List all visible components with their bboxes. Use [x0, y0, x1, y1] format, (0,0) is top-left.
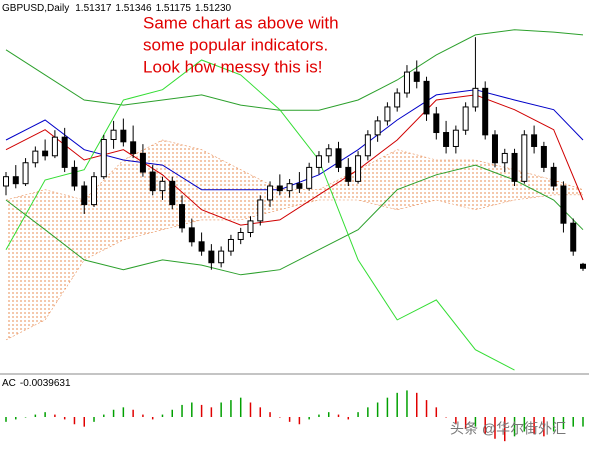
candle-body	[580, 263, 586, 269]
candle-body	[560, 185, 567, 224]
candle-body	[335, 148, 342, 168]
candle-body	[482, 87, 489, 136]
candle-body	[443, 132, 450, 147]
candle-body	[208, 250, 215, 264]
candle-body	[218, 250, 225, 264]
candle-body	[159, 180, 166, 192]
candle-body	[100, 139, 107, 178]
candle-body	[374, 120, 381, 136]
candle-body	[364, 134, 371, 157]
plot	[3, 29, 586, 442]
candle-body	[325, 148, 332, 157]
indicator-line	[5, 29, 584, 111]
candle-body	[472, 87, 479, 108]
candle-body	[394, 92, 401, 108]
candle-body	[306, 166, 313, 189]
annotation-line: some popular indicators.	[143, 35, 328, 54]
candle-body	[237, 232, 244, 240]
annotation-line: Same chart as above with	[143, 13, 339, 32]
candle-body	[384, 106, 391, 122]
candle-body	[51, 136, 58, 157]
candle-body	[32, 150, 39, 164]
open-label: 1.51317	[75, 3, 112, 14]
indicator-line	[5, 164, 584, 276]
candle-body	[570, 222, 577, 252]
candle-body	[227, 238, 234, 252]
close-label: 1.51230	[195, 3, 232, 14]
symbol: GBPUSD,Daily	[2, 3, 69, 14]
indicator-value: -0.0039631	[20, 378, 71, 389]
cloud-lower	[5, 194, 583, 341]
candle-body	[120, 129, 127, 143]
candle-body	[81, 185, 88, 206]
candle-body	[462, 106, 469, 131]
candle-body	[296, 183, 303, 189]
candle-body	[452, 129, 459, 147]
candle-body	[540, 145, 547, 168]
candle-body	[257, 199, 264, 222]
candle-body	[403, 71, 410, 94]
candle-body	[149, 171, 156, 192]
candle-body	[501, 152, 508, 164]
candle-body	[12, 176, 19, 185]
candle-body	[355, 155, 362, 182]
annotation-line: Look how messy this is!	[143, 57, 323, 76]
low-label: 1.51175	[156, 3, 192, 14]
candle-body	[71, 166, 78, 187]
candle-body	[188, 227, 195, 243]
candle-body	[91, 176, 98, 206]
candle-body	[315, 155, 322, 168]
candle-body	[511, 152, 518, 182]
candle-body	[286, 183, 293, 192]
candle-body	[169, 180, 176, 206]
high-label: 1.51346	[115, 3, 152, 14]
candle-body	[110, 129, 117, 140]
candle-body	[130, 141, 137, 154]
candle-body	[22, 162, 29, 185]
candle-body	[61, 136, 68, 168]
candle-body	[276, 185, 283, 192]
candle-body	[413, 71, 420, 82]
candle-body	[433, 113, 440, 134]
candle-body	[179, 204, 186, 229]
candle-body	[42, 150, 49, 157]
candle-body	[139, 152, 146, 173]
candle-body	[550, 166, 557, 187]
indicator-line	[5, 59, 515, 371]
candle-body	[198, 241, 205, 252]
candle-body	[531, 134, 538, 147]
candle-body	[345, 166, 352, 182]
candle-body	[3, 176, 9, 187]
candle-body	[491, 134, 498, 164]
candle-body	[267, 185, 274, 201]
candle-body	[247, 220, 254, 233]
candle-body	[521, 134, 528, 182]
chart-header: GBPUSD,Daily 1.51317 1.51346 1.51175 1.51230	[2, 3, 232, 14]
annotation: Same chart as above with some popular in…	[143, 13, 339, 76]
indicator-name: AC	[2, 378, 16, 389]
indicator-header: AC -0.0039631	[2, 378, 71, 389]
watermark: 头条 @华尔街外汇	[450, 421, 566, 437]
candle-body	[423, 80, 430, 115]
